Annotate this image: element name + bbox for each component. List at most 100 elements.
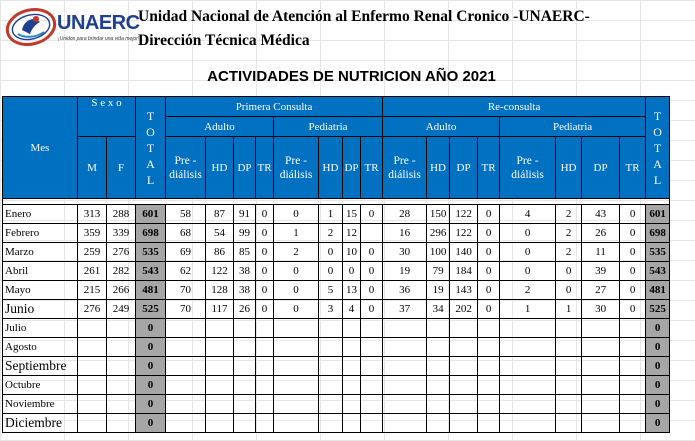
value-cell bbox=[165, 413, 206, 433]
value-cell: 2 bbox=[499, 280, 557, 300]
female-count-cell bbox=[106, 394, 136, 414]
value-cell bbox=[499, 337, 557, 357]
value-cell bbox=[318, 337, 343, 357]
total-cell: 0 bbox=[135, 356, 166, 376]
female-count-cell: 276 bbox=[106, 242, 136, 262]
total-cell: 601 bbox=[135, 204, 166, 224]
female-count-cell bbox=[106, 413, 136, 433]
value-cell bbox=[255, 413, 274, 433]
value-cell bbox=[477, 356, 501, 376]
header-tr-reconsulta-pediatria: TR bbox=[619, 136, 647, 199]
header-dp-reconsulta-pediatria: DP bbox=[581, 136, 621, 199]
report-title: ACTIVIDADES DE NUTRICION AÑO 2021 bbox=[207, 68, 496, 85]
value-cell bbox=[449, 356, 479, 376]
header-m: M bbox=[77, 136, 107, 199]
value-cell bbox=[581, 318, 621, 338]
table-row: Diciembre 0 0 bbox=[2, 413, 671, 433]
value-cell bbox=[477, 375, 501, 395]
value-cell: 86 bbox=[205, 242, 234, 262]
value-cell bbox=[233, 394, 256, 414]
female-count-cell: 282 bbox=[106, 261, 136, 281]
value-cell bbox=[233, 356, 256, 376]
value-cell: 43 bbox=[581, 204, 621, 224]
header-f: F bbox=[106, 136, 136, 199]
total-letter: A bbox=[146, 156, 155, 171]
total-letter: O bbox=[653, 124, 662, 139]
value-cell bbox=[449, 394, 479, 414]
value-cell bbox=[426, 337, 451, 357]
total-cell: 0 bbox=[135, 413, 166, 433]
value-cell: 0 bbox=[273, 261, 319, 281]
value-cell: 85 bbox=[233, 242, 256, 262]
pre-dialisis-label-line1: Pre - bbox=[284, 154, 308, 167]
value-cell: 28 bbox=[382, 204, 428, 224]
value-cell: 150 bbox=[426, 204, 451, 224]
total-letter: A bbox=[653, 156, 662, 171]
value-cell bbox=[205, 413, 234, 433]
value-cell bbox=[581, 356, 621, 376]
header-sexo: S e x o bbox=[77, 96, 136, 137]
value-cell bbox=[426, 394, 451, 414]
header-hd-reconsulta-pediatria: HD bbox=[555, 136, 583, 199]
female-count-cell: 288 bbox=[106, 204, 136, 224]
value-cell: 202 bbox=[449, 299, 479, 319]
value-cell bbox=[273, 356, 319, 376]
pre-dialisis-label-line2: diálisis bbox=[279, 168, 313, 181]
header-pre-dialisis-reconsulta-pediatria: Pre - diálisis bbox=[499, 136, 557, 199]
month-cell: Febrero bbox=[2, 223, 78, 243]
pre-dialisis-label-line1: Pre - bbox=[516, 154, 539, 167]
male-count-cell bbox=[77, 318, 107, 338]
value-cell: 0 bbox=[477, 261, 501, 281]
value-cell: 0 bbox=[255, 280, 274, 300]
value-cell: 30 bbox=[382, 242, 428, 262]
value-cell: 0 bbox=[477, 299, 501, 319]
month-cell: Marzo bbox=[2, 242, 78, 262]
female-count-cell: 266 bbox=[106, 280, 136, 300]
value-cell bbox=[477, 318, 501, 338]
total-letter: O bbox=[146, 124, 155, 139]
value-cell bbox=[165, 375, 206, 395]
value-cell bbox=[342, 318, 361, 338]
total-cell: 698 bbox=[135, 223, 166, 243]
value-cell bbox=[581, 375, 621, 395]
value-cell bbox=[477, 394, 501, 414]
value-cell bbox=[499, 375, 557, 395]
value-cell: 0 bbox=[619, 261, 647, 281]
pre-dialisis-label-line2: diálisis bbox=[511, 168, 544, 181]
total-cell-right: 0 bbox=[645, 318, 671, 338]
value-cell bbox=[581, 394, 621, 414]
value-cell bbox=[255, 394, 274, 414]
value-cell: 0 bbox=[477, 280, 501, 300]
value-cell: 2 bbox=[555, 223, 583, 243]
value-cell bbox=[233, 375, 256, 395]
value-cell bbox=[449, 375, 479, 395]
value-cell: 69 bbox=[165, 242, 206, 262]
value-cell: 30 bbox=[581, 299, 621, 319]
value-cell bbox=[382, 413, 428, 433]
total-cell-right: 543 bbox=[645, 261, 671, 281]
value-cell bbox=[619, 394, 647, 414]
value-cell: 117 bbox=[205, 299, 234, 319]
value-cell: 1 bbox=[273, 223, 319, 243]
table-row: Noviembre 0 0 bbox=[2, 394, 671, 414]
value-cell: 99 bbox=[233, 223, 256, 243]
total-cell-right: 0 bbox=[645, 413, 671, 433]
total-cell-right: 0 bbox=[645, 356, 671, 376]
header-adulto-reconsulta: Adulto bbox=[382, 116, 501, 137]
value-cell: 19 bbox=[382, 261, 428, 281]
header-pediatria-reconsulta: Pediatria bbox=[499, 116, 647, 137]
value-cell bbox=[555, 318, 583, 338]
value-cell: 91 bbox=[233, 204, 256, 224]
month-cell: Junio bbox=[2, 299, 78, 319]
value-cell: 0 bbox=[342, 261, 361, 281]
total-letter: T bbox=[653, 140, 662, 155]
month-cell: Mayo bbox=[2, 280, 78, 300]
value-cell: 0 bbox=[255, 261, 274, 281]
value-cell: 3 bbox=[318, 299, 343, 319]
value-cell bbox=[342, 394, 361, 414]
header-hd-reconsulta-adulto: HD bbox=[426, 136, 451, 199]
header-reconsulta: Re-consulta bbox=[382, 96, 647, 117]
value-cell bbox=[426, 356, 451, 376]
